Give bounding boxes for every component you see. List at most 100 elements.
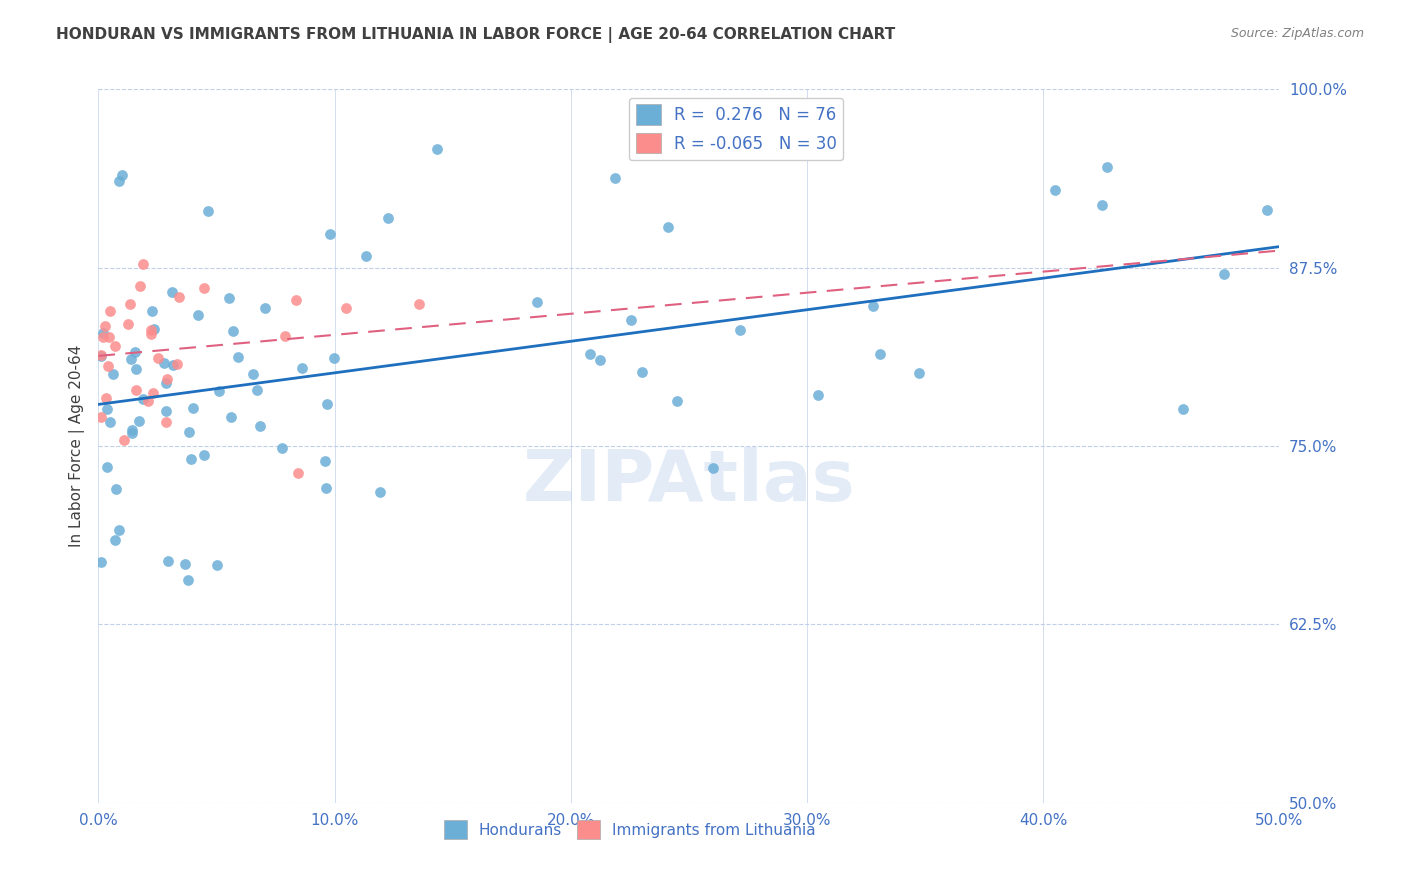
Point [128, 414, 150, 428]
Point [142, 385, 165, 400]
Point [291, 360, 314, 375]
Text: ZIPAtlas: ZIPAtlas [523, 447, 855, 516]
Point [316, 397, 339, 411]
Point [174, 557, 197, 571]
Point [131, 392, 153, 406]
Point [91, 326, 114, 341]
Point [218, 291, 240, 305]
Point [197, 203, 219, 218]
Point [1095, 160, 1118, 174]
Point [132, 257, 155, 271]
Point [125, 383, 148, 397]
Point [181, 401, 204, 416]
Point [1256, 203, 1278, 218]
Point [90, 349, 112, 363]
Point [155, 415, 177, 429]
Point [111, 168, 134, 182]
Point [315, 481, 337, 495]
Point [1091, 198, 1114, 212]
Point [187, 308, 209, 322]
Point [908, 366, 931, 380]
Point [605, 170, 627, 185]
Point [1213, 267, 1236, 281]
Point [98, 415, 121, 429]
Point [323, 351, 346, 366]
Point [139, 326, 162, 341]
Point [129, 278, 152, 293]
Point [862, 299, 884, 313]
Point [166, 357, 188, 371]
Point [124, 362, 146, 376]
Point [117, 317, 139, 331]
Point [728, 323, 751, 337]
Point [408, 297, 430, 311]
Point [142, 322, 165, 336]
Point [97, 359, 120, 373]
Point [274, 329, 297, 343]
Legend: Hondurans, Immigrants from Lithuania: Hondurans, Immigrants from Lithuania [437, 814, 823, 845]
Point [665, 393, 688, 408]
Text: HONDURAN VS IMMIGRANTS FROM LITHUANIA IN LABOR FORCE | AGE 20-64 CORRELATION CHA: HONDURAN VS IMMIGRANTS FROM LITHUANIA IN… [56, 27, 896, 43]
Point [108, 523, 131, 537]
Point [96, 402, 118, 417]
Point [620, 312, 643, 326]
Point [118, 297, 141, 311]
Point [869, 346, 891, 360]
Point [162, 358, 184, 372]
Point [219, 410, 242, 425]
Point [152, 356, 174, 370]
Point [356, 248, 378, 262]
Point [271, 441, 294, 455]
Point [94, 318, 117, 333]
Point [179, 425, 201, 440]
Point [108, 174, 131, 188]
Point [120, 352, 142, 367]
Point [98, 304, 121, 318]
Point [579, 347, 602, 361]
Point [368, 484, 391, 499]
Point [96, 460, 118, 475]
Point [205, 558, 228, 572]
Point [1171, 402, 1194, 417]
Point [177, 573, 200, 587]
Point [335, 301, 357, 315]
Point [193, 281, 215, 295]
Point [249, 418, 271, 433]
Text: Source: ZipAtlas.com: Source: ZipAtlas.com [1230, 27, 1364, 40]
Point [104, 482, 127, 496]
Point [91, 330, 114, 344]
Point [526, 294, 548, 309]
Point [226, 350, 249, 364]
Point [157, 554, 180, 568]
Point [101, 367, 124, 381]
Point [90, 349, 112, 363]
Point [426, 143, 449, 157]
Point [193, 449, 215, 463]
Point [222, 324, 245, 338]
Point [246, 383, 269, 397]
Point [97, 330, 120, 344]
Point [702, 461, 724, 475]
Y-axis label: In Labor Force | Age 20-64: In Labor Force | Age 20-64 [69, 345, 84, 547]
Point [124, 345, 146, 359]
Point [319, 227, 342, 241]
Point [155, 404, 177, 418]
Point [254, 301, 277, 315]
Point [148, 351, 170, 366]
Point [112, 433, 135, 447]
Point [155, 376, 177, 391]
Point [657, 220, 679, 235]
Point [136, 394, 159, 409]
Point [104, 339, 127, 353]
Point [589, 353, 612, 368]
Point [630, 365, 652, 379]
Point [287, 467, 309, 481]
Point [167, 290, 190, 304]
Point [90, 410, 112, 425]
Point [180, 452, 202, 467]
Point [285, 293, 308, 307]
Point [242, 367, 264, 381]
Point [104, 533, 127, 547]
Point [141, 303, 163, 318]
Point [208, 384, 231, 399]
